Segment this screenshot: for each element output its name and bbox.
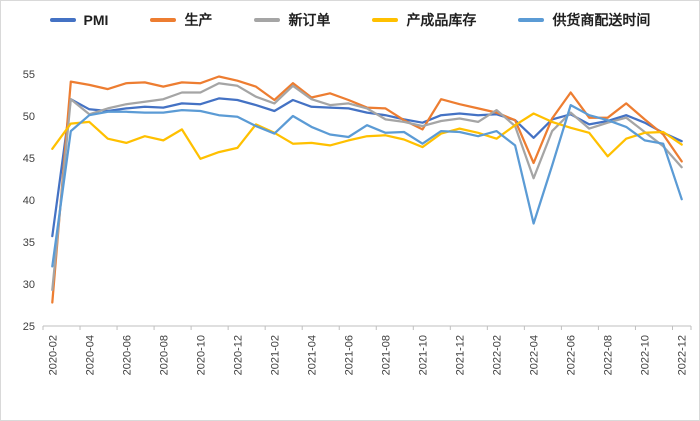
x-axis-tick-label: 2020-12	[232, 335, 244, 375]
series-line-supplier-delivery-time	[51, 103, 683, 268]
y-axis-tick-label: 50	[23, 111, 35, 123]
legend-marker-production	[150, 18, 177, 22]
legend-label-production: 生产	[184, 12, 213, 28]
legend-item-supplier-delivery-time: 供货商配送时间	[518, 13, 650, 27]
x-axis-tick-label: 2020-02	[47, 335, 59, 375]
series-line-new-orders	[51, 82, 683, 292]
legend-item-finished-goods-inventory: 产成品库存	[372, 13, 476, 27]
legend-label-pmi: PMI	[83, 12, 109, 28]
legend-label-supplier-delivery-time: 供货商配送时间	[552, 12, 651, 28]
legend-marker-pmi	[49, 18, 76, 22]
legend-item-production: 生产	[150, 13, 212, 27]
x-axis-tick-label: 2020-06	[121, 335, 133, 375]
y-axis-tick-label: 25	[23, 321, 35, 333]
x-axis-tick-label: 2022-02	[492, 335, 504, 375]
legend-label-new-orders: 新订单	[288, 12, 331, 28]
legend-item-new-orders: 新订单	[254, 13, 330, 27]
y-axis-tick-label: 30	[23, 279, 35, 291]
x-axis-tick-label: 2021-04	[306, 335, 318, 375]
x-axis-tick-label: 2020-04	[84, 335, 96, 375]
legend-marker-supplier-delivery-time	[518, 18, 545, 22]
series-line-production	[51, 75, 683, 304]
x-axis-tick-label: 2021-08	[381, 335, 393, 375]
legend-item-pmi: PMI	[49, 12, 109, 28]
x-axis-tick-label: 2021-06	[343, 335, 355, 375]
chart-legend: PMI 生产 新订单 产成品库存 供货商配送时间	[1, 13, 699, 27]
x-axis-tick-label: 2022-06	[566, 335, 578, 375]
y-axis-tick-label: 40	[23, 195, 35, 207]
x-axis-tick-label: 2021-10	[418, 335, 430, 375]
legend-label-finished-goods-inventory: 产成品库存	[406, 12, 477, 28]
y-axis-tick-label: 55	[23, 69, 35, 81]
y-axis-tick-label: 45	[23, 153, 35, 165]
series-line-finished-goods-inventory	[51, 112, 683, 160]
x-axis-tick-label: 2022-12	[677, 335, 689, 375]
x-axis-tick-label: 2022-08	[603, 335, 615, 375]
x-axis-tick-label: 2021-12	[455, 335, 467, 375]
y-axis-tick-label: 35	[23, 237, 35, 249]
chart-plot: 25 30 35 40 45 50 55 2020-02 2020-04 2020-06 2020-…	[23, 69, 692, 375]
x-axis-tick-label: 2022-04	[529, 335, 541, 375]
x-axis-tick-label: 2020-10	[195, 335, 207, 375]
x-axis-tick-label: 2022-10	[640, 335, 652, 375]
legend-marker-finished-goods-inventory	[372, 18, 399, 22]
legend-marker-new-orders	[254, 18, 281, 22]
x-axis-tick-label: 2020-08	[158, 335, 170, 375]
series-line-pmi	[51, 97, 683, 238]
x-axis-tick-label: 2021-02	[269, 335, 281, 375]
